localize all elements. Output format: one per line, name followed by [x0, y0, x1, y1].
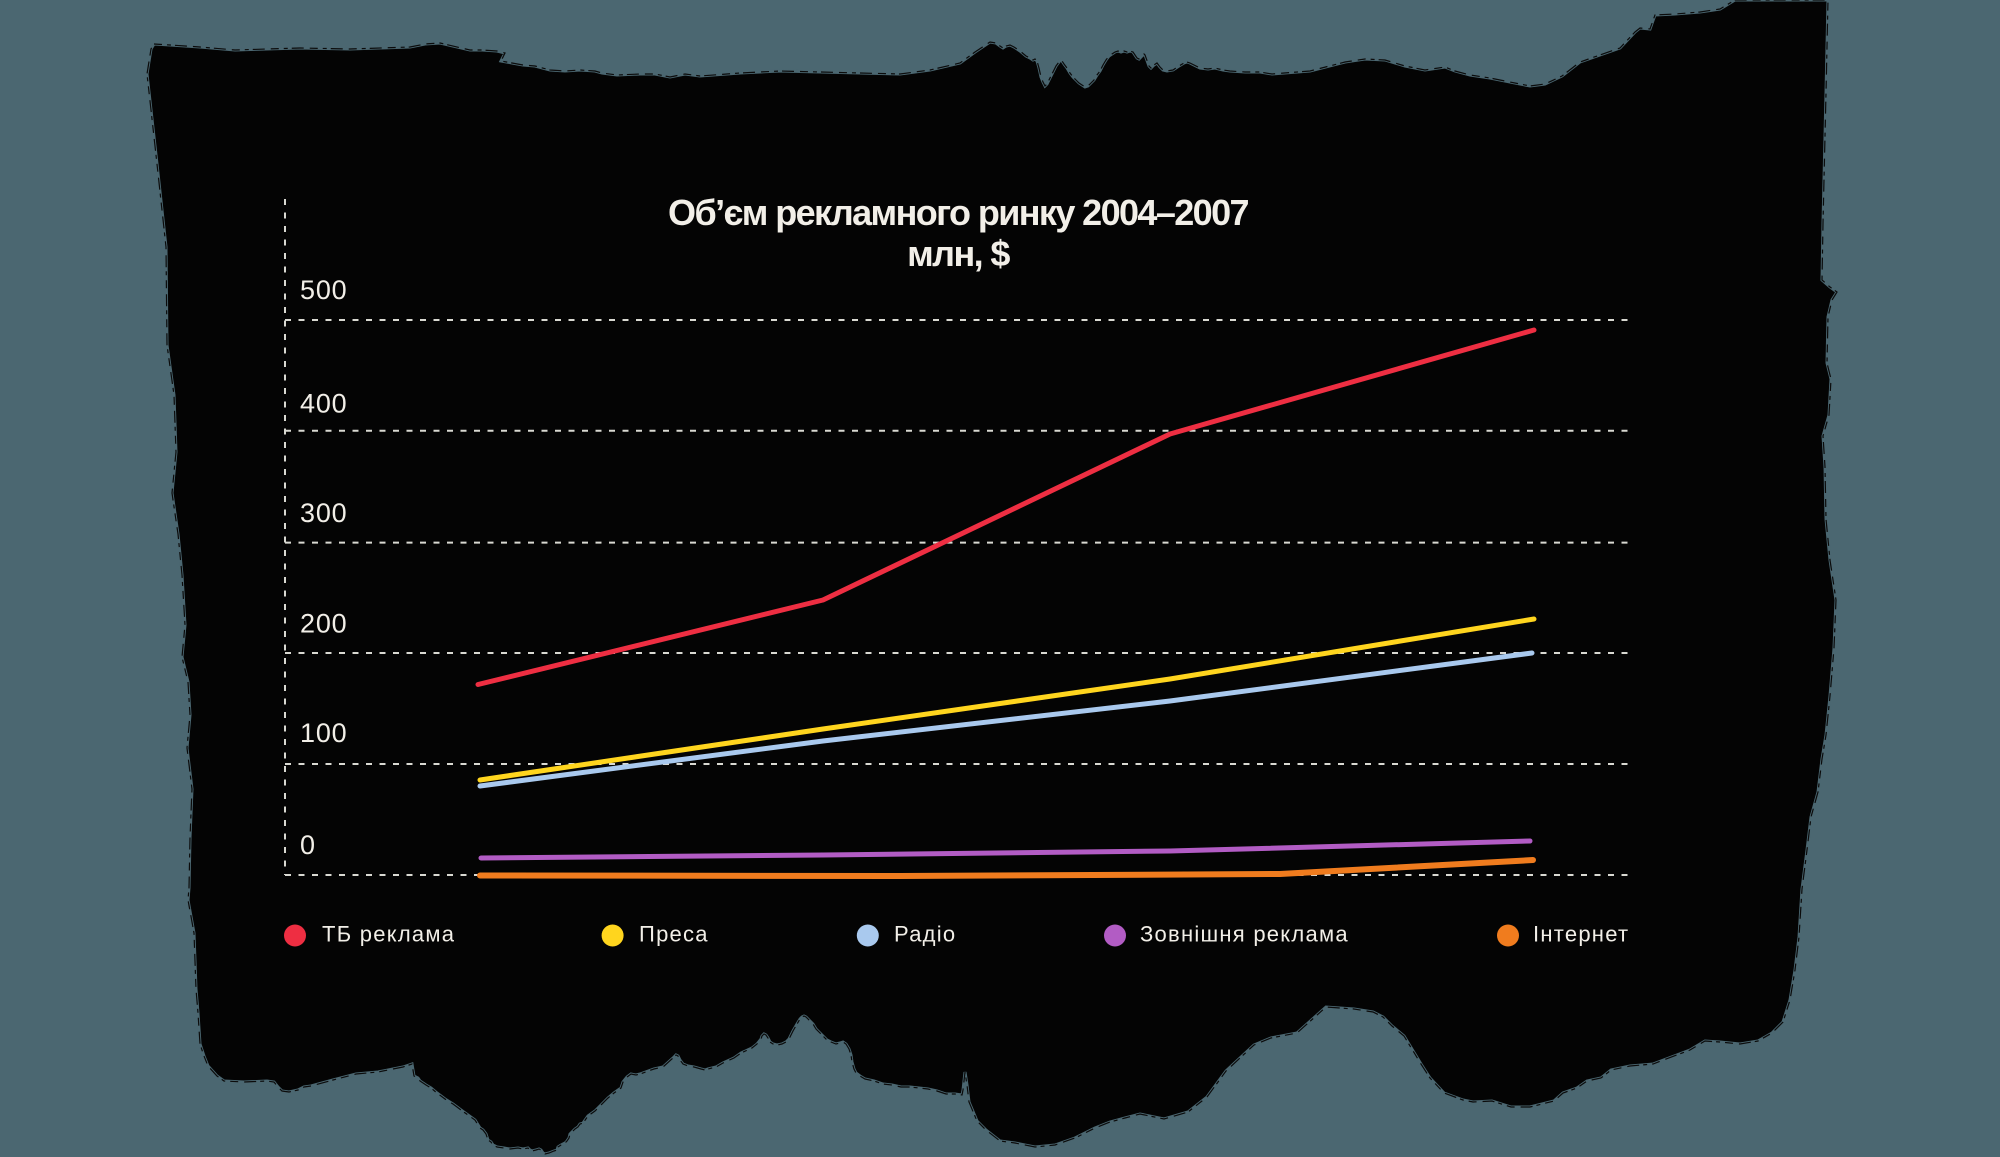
svg-text:200: 200 [300, 608, 347, 638]
svg-text:0: 0 [300, 830, 316, 860]
svg-text:Радіо: Радіо [894, 922, 956, 947]
svg-text:400: 400 [300, 388, 347, 418]
svg-text:100: 100 [300, 718, 347, 748]
svg-text:Зовнішня реклама: Зовнішня реклама [1140, 922, 1349, 947]
svg-text:Інтернет: Інтернет [1533, 922, 1629, 947]
svg-text:Об’єм рекламного ринку 2004–20: Об’єм рекламного ринку 2004–2007 [668, 192, 1248, 233]
svg-text:Преса: Преса [639, 922, 709, 947]
svg-text:млн, $: млн, $ [907, 233, 1010, 274]
svg-text:500: 500 [300, 275, 347, 305]
svg-text:ТБ реклама: ТБ реклама [322, 922, 455, 947]
svg-text:300: 300 [300, 498, 347, 528]
